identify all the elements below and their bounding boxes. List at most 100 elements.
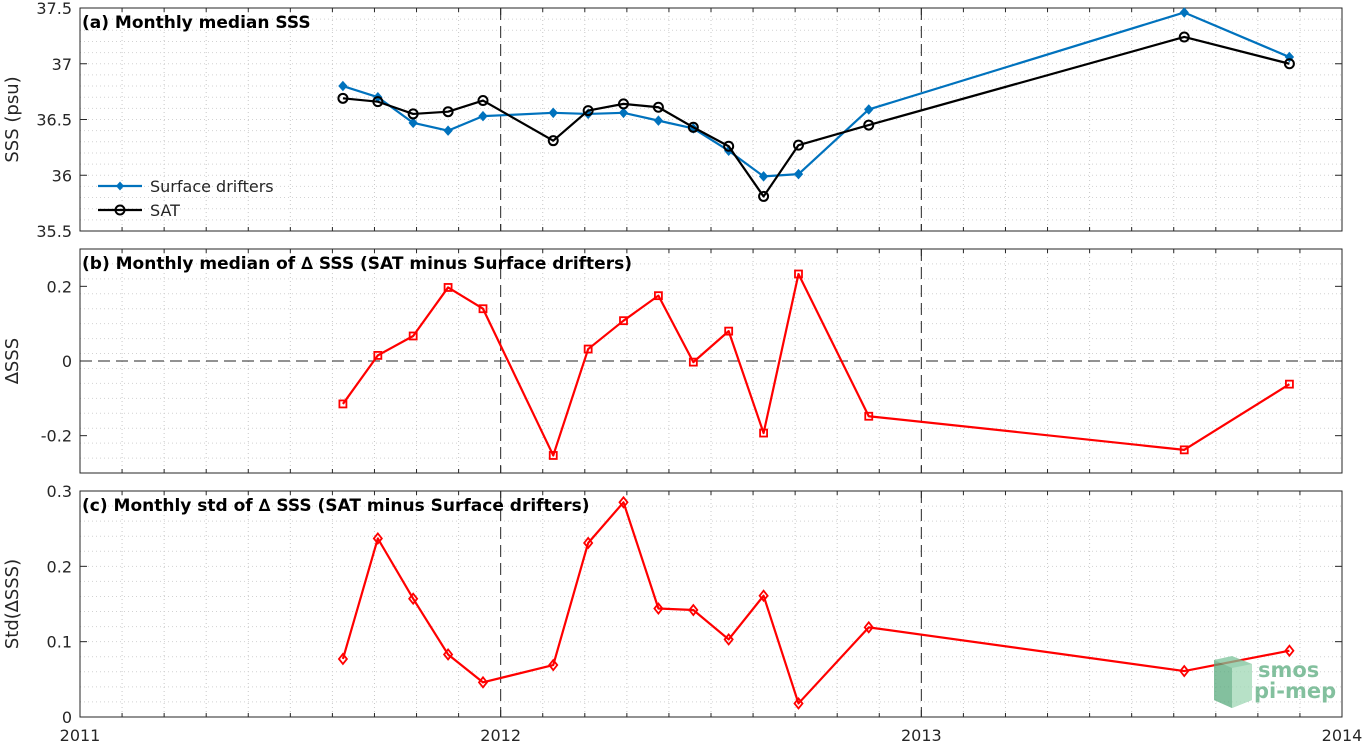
legend-marker xyxy=(114,204,126,216)
y-tick-label: 35.5 xyxy=(36,222,72,241)
data-point xyxy=(372,532,383,545)
series-line xyxy=(342,35,1290,198)
y-tick-label: 0.3 xyxy=(47,482,72,501)
panel-title: (c) Monthly std of ∆ SSS (SAT minus Surf… xyxy=(82,496,589,516)
data-point xyxy=(478,110,488,122)
x-tick-label: 2014 xyxy=(1322,726,1363,745)
data-point xyxy=(618,495,629,509)
data-point xyxy=(582,105,594,117)
data-point xyxy=(793,168,804,180)
data-point xyxy=(548,658,559,672)
data-point xyxy=(654,291,663,301)
y-tick-label: 37 xyxy=(52,55,72,74)
data-point xyxy=(443,283,453,292)
y-tick-label: 37.5 xyxy=(36,0,72,18)
data-point xyxy=(442,648,454,661)
legend: Surface drifters SAT xyxy=(98,177,274,220)
panel-b: -0.2 0 0.2 ∆SSS (b) Monthly median of ∆ SSS … xyxy=(2,248,1343,474)
data-point xyxy=(792,139,804,151)
data-point xyxy=(408,117,418,129)
data-point xyxy=(688,603,699,617)
axes-frame xyxy=(79,7,1343,232)
data-point xyxy=(758,171,769,182)
data-point xyxy=(583,344,593,354)
y-tick-label: 0 xyxy=(62,352,72,371)
y-tick-label: 36.5 xyxy=(36,111,72,130)
axes-frame xyxy=(79,248,1343,474)
data-point xyxy=(794,269,803,279)
data-point xyxy=(548,107,558,119)
data-point xyxy=(1284,644,1295,658)
data-point xyxy=(863,620,874,634)
data-point xyxy=(688,357,698,367)
y-axis-label: ∆SSS xyxy=(2,338,23,385)
series-line xyxy=(341,501,1290,705)
data-point xyxy=(724,326,734,336)
data-point xyxy=(373,350,383,360)
data-point xyxy=(1283,58,1295,70)
data-point xyxy=(338,399,348,409)
axes-background xyxy=(80,8,1342,231)
data-point xyxy=(478,304,488,314)
data-point xyxy=(618,98,630,110)
y-tick-label: 0.2 xyxy=(47,277,72,296)
data-point xyxy=(793,696,804,710)
data-point xyxy=(652,101,664,113)
data-point xyxy=(477,95,489,107)
logo-text-smos: smos xyxy=(1258,658,1319,682)
series-line xyxy=(342,272,1290,457)
data-point xyxy=(864,104,874,115)
data-point xyxy=(372,96,384,108)
data-point xyxy=(758,190,770,202)
data-point xyxy=(863,119,875,131)
data-point xyxy=(442,106,454,118)
panel-title: (a) Monthly median SSS xyxy=(82,13,311,33)
panel-a: 35.5 36 36.5 37 37.5 SSS (psu) (a) Monthly med… xyxy=(2,0,1343,241)
data-point xyxy=(583,536,594,550)
data-point xyxy=(408,592,419,606)
data-point xyxy=(407,108,419,120)
data-point xyxy=(477,675,489,689)
y-tick-label: -0.2 xyxy=(41,427,72,446)
x-tick-label: 2013 xyxy=(901,726,942,745)
data-point xyxy=(723,140,735,152)
y-axis-label: Std(∆SSS) xyxy=(2,559,23,649)
x-tick-label: 2012 xyxy=(480,726,521,745)
smos-pimep-logo: smos pi-mep xyxy=(1214,656,1336,708)
data-point xyxy=(653,602,664,615)
data-point xyxy=(1178,31,1190,43)
data-point xyxy=(1179,7,1189,18)
data-point xyxy=(337,92,349,104)
logo-text-pimep: pi-mep xyxy=(1254,679,1336,703)
data-point xyxy=(1179,664,1190,678)
panel-c: 0 0.1 0.2 0.3 2011 2012 2013 2014 Std(∆SSS) (c) M… xyxy=(2,482,1362,745)
y-tick-label: 36 xyxy=(52,166,72,185)
data-point xyxy=(687,121,699,133)
legend-marker xyxy=(116,181,124,191)
data-point xyxy=(653,115,664,126)
y-axis-label: SSS (psu) xyxy=(2,76,23,162)
data-point xyxy=(408,331,418,341)
y-tick-label: 0 xyxy=(62,708,72,727)
data-point xyxy=(723,632,734,646)
legend-label: Surface drifters xyxy=(150,177,274,196)
data-point xyxy=(548,451,558,460)
y-tick-label: 0.1 xyxy=(47,633,72,652)
data-point xyxy=(619,316,628,326)
y-tick-label: 0.2 xyxy=(47,557,72,576)
legend-label: SAT xyxy=(150,201,180,220)
data-point xyxy=(758,589,769,603)
data-point xyxy=(547,135,559,147)
series-line xyxy=(342,11,1290,178)
data-point xyxy=(759,428,768,438)
axes-frame xyxy=(79,490,1343,718)
data-point xyxy=(1285,379,1294,389)
panel-title: (b) Monthly median of ∆ SSS (SAT minus S… xyxy=(82,254,632,274)
data-point xyxy=(338,80,348,92)
logo-cube-icon xyxy=(1214,656,1252,708)
x-tick-label: 2011 xyxy=(60,726,101,745)
data-point xyxy=(864,411,874,421)
data-point xyxy=(337,652,349,666)
data-point xyxy=(618,107,629,119)
